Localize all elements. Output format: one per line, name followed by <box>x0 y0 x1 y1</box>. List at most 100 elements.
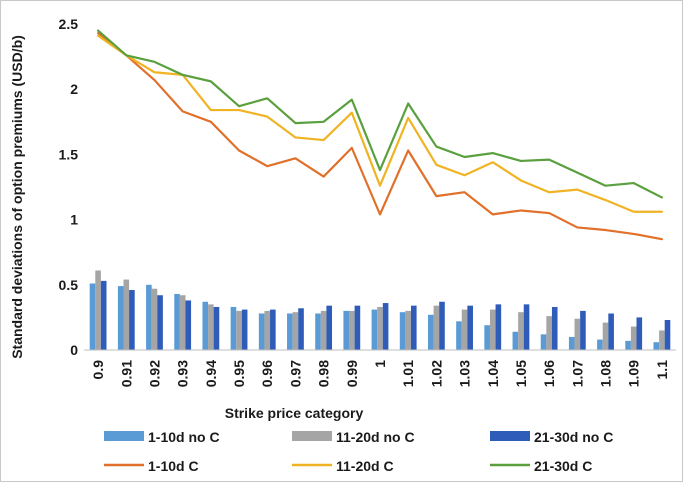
bar-21-30d-no-c <box>523 304 530 350</box>
legend-label-11-20d-no-c: 11-20d no C <box>336 429 415 445</box>
bar-1-10d-no-c <box>399 312 406 350</box>
bar-11-20d-no-c <box>264 310 271 350</box>
y-tick-labels: 0 0.5 1 1.5 2 2.5 <box>59 16 79 358</box>
bar-21-30d-no-c <box>185 300 192 350</box>
legend-label-21-30d-c: 21-30d C <box>534 458 592 474</box>
bar-11-20d-no-c <box>489 309 496 350</box>
bar-1-10d-no-c <box>427 314 434 350</box>
y-axis-title: Standard deviations of option premiums (… <box>9 35 25 359</box>
bar-11-20d-no-c <box>95 270 101 350</box>
y-tick-label: 0 <box>70 342 78 358</box>
bar-11-20d-no-c <box>236 310 242 350</box>
bar-21-30d-no-c <box>213 306 220 350</box>
bar-21-30d-no-c <box>608 313 614 350</box>
bar-1-10d-no-c <box>89 283 96 350</box>
legend-swatch-21-30d-no-c <box>490 431 530 441</box>
bar-11-20d-no-c <box>602 322 609 350</box>
x-axis-title: Strike price category <box>225 405 364 421</box>
bar-11-20d-no-c <box>292 312 299 350</box>
bar-1-10d-no-c <box>315 313 321 350</box>
bar-1-10d-no-c <box>287 313 293 350</box>
bar-1-10d-no-c <box>484 325 490 350</box>
x-tick-label: 0.99 <box>344 360 360 387</box>
bar-1-10d-no-c <box>597 339 603 350</box>
bar-21-30d-no-c <box>298 308 304 350</box>
bar-1-10d-no-c <box>625 340 631 350</box>
legend-swatch-1-10d-no-c <box>104 431 144 441</box>
bar-11-20d-no-c <box>377 306 383 350</box>
line-11-20d-c <box>96 34 664 213</box>
bar-1-10d-no-c <box>512 331 519 350</box>
bar-21-30d-no-c <box>326 305 333 350</box>
bar-1-10d-no-c <box>371 309 378 350</box>
bar-1-10d-no-c <box>540 334 547 350</box>
x-tick-label: 0.91 <box>118 360 134 387</box>
x-tick-label: 0.97 <box>287 360 303 387</box>
x-tick-label: 0.93 <box>175 360 191 387</box>
bar-21-30d-no-c <box>241 309 248 350</box>
bar-11-20d-no-c <box>123 279 130 350</box>
bar-1-10d-no-c <box>258 313 265 350</box>
x-tick-label: 0.98 <box>316 360 332 387</box>
bar-21-30d-no-c <box>270 309 276 350</box>
x-tick-label: 1.1 <box>654 360 670 380</box>
bar-21-30d-no-c <box>382 303 389 350</box>
bar-1-10d-no-c <box>653 342 660 350</box>
bar-21-30d-no-c <box>410 305 417 350</box>
x-tick-label: 1.02 <box>428 360 444 387</box>
y-tick-label: 2.5 <box>59 16 79 32</box>
y-tick-label: 1.5 <box>59 146 79 162</box>
bar-11-20d-no-c <box>433 305 440 350</box>
bar-11-20d-no-c <box>630 326 637 350</box>
bar-11-20d-no-c <box>208 304 214 350</box>
bar-11-20d-no-c <box>546 316 552 350</box>
legend-label-1-10d-no-c: 1-10d no C <box>148 429 220 445</box>
bar-1-10d-no-c <box>117 286 124 350</box>
lines-layer <box>96 29 664 241</box>
x-tick-label: 1.09 <box>626 360 642 387</box>
bar-11-20d-no-c <box>405 310 411 350</box>
y-tick-label: 0.5 <box>59 277 79 293</box>
x-tick-label: 1.04 <box>485 360 501 387</box>
bar-1-10d-no-c <box>343 310 350 350</box>
bar-21-30d-no-c <box>354 305 361 350</box>
bar-21-30d-no-c <box>664 320 671 350</box>
x-tick-label: 1.06 <box>541 360 557 387</box>
bar-11-20d-no-c <box>151 288 158 350</box>
x-tick-label: 1.03 <box>457 360 473 387</box>
bar-11-20d-no-c <box>518 312 524 350</box>
bar-1-10d-no-c <box>568 336 575 350</box>
bar-21-30d-no-c <box>439 301 445 350</box>
x-tick-label: 1.08 <box>598 360 614 387</box>
bar-1-10d-no-c <box>174 293 180 350</box>
x-tick-label: 0.92 <box>146 360 162 387</box>
bar-21-30d-no-c <box>636 317 643 350</box>
x-tick-label: 0.96 <box>259 360 275 387</box>
bar-11-20d-no-c <box>574 318 581 350</box>
legend-label-11-20d-c: 11-20d C <box>336 458 394 474</box>
line-1-10d-c <box>96 32 664 241</box>
bar-21-30d-no-c <box>100 280 107 350</box>
y-tick-label: 1 <box>70 212 78 228</box>
bar-11-20d-no-c <box>659 330 665 350</box>
bar-11-20d-no-c <box>320 310 327 350</box>
bar-21-30d-no-c <box>467 305 473 350</box>
x-tick-label: 0.9 <box>90 360 106 380</box>
bar-21-30d-no-c <box>551 306 558 350</box>
bar-21-30d-no-c <box>157 295 163 350</box>
x-tick-label: 0.95 <box>231 360 247 387</box>
x-tick-label: 1.05 <box>513 360 529 387</box>
bar-21-30d-no-c <box>495 304 502 350</box>
bar-1-10d-no-c <box>202 301 209 350</box>
x-tick-label: 1.01 <box>400 360 416 387</box>
y-tick-label: 2 <box>70 81 78 97</box>
legend-swatch-11-20d-no-c <box>292 431 332 441</box>
bar-1-10d-no-c <box>230 306 237 350</box>
line-21-30d-c <box>96 29 664 199</box>
legend-label-1-10d-c: 1-10d C <box>148 458 199 474</box>
x-tick-label: 1.07 <box>569 360 585 387</box>
legend: 1-10d no C 11-20d no C 21-30d no C 1-10d C 1… <box>104 429 613 474</box>
bar-21-30d-no-c <box>580 310 586 350</box>
